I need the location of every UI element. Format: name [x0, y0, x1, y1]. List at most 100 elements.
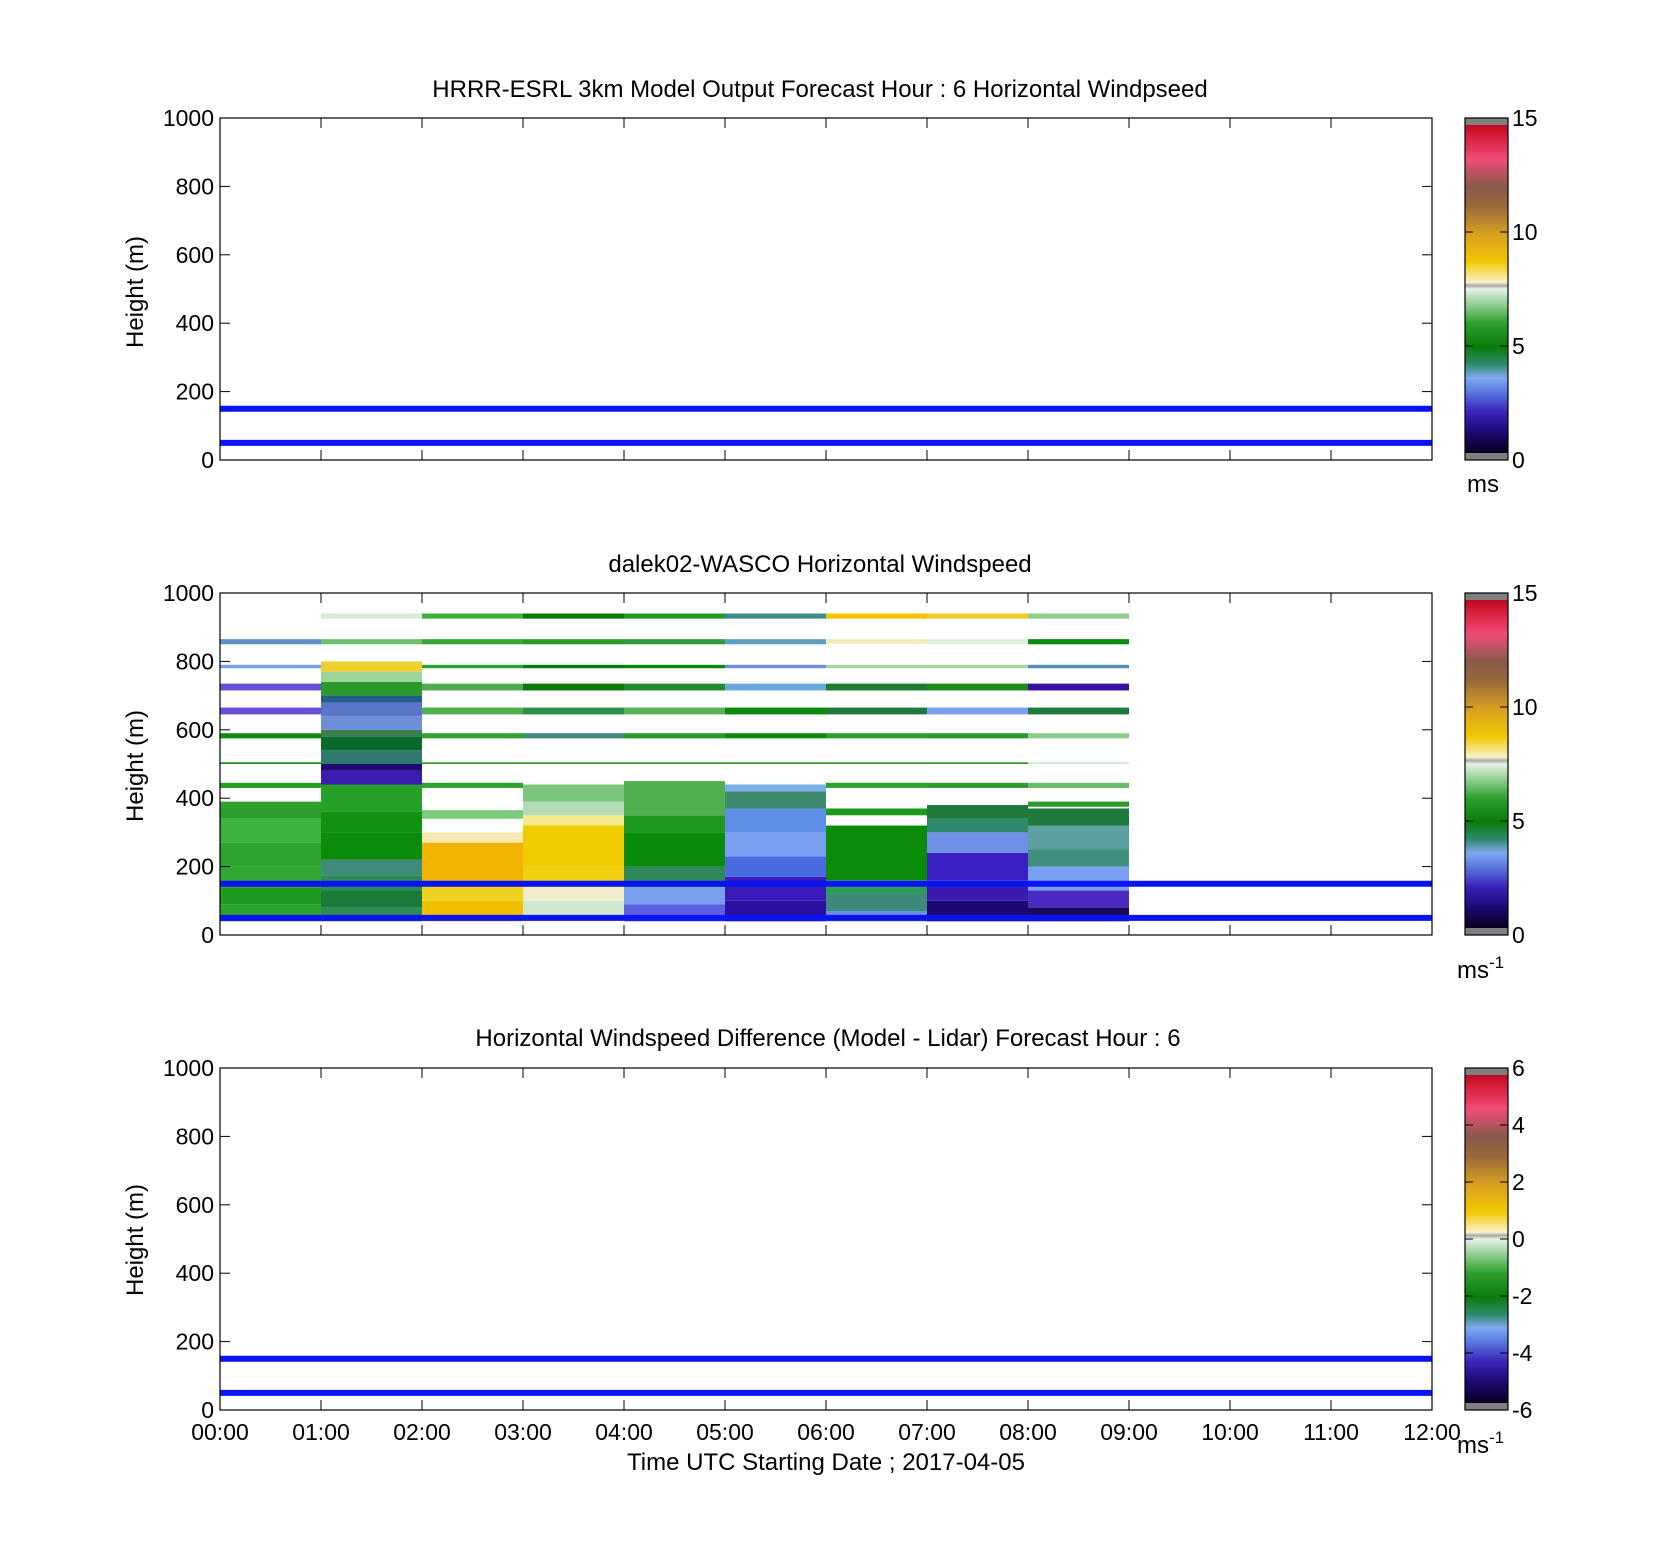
heatmap-cell — [422, 832, 523, 843]
panel-title: HRRR-ESRL 3km Model Output Forecast Hour… — [432, 76, 1207, 103]
heatmap-cell — [321, 702, 422, 717]
heatmap-cell — [927, 683, 1028, 691]
heatmap-cell — [523, 664, 624, 669]
y-axis-label: Height (m) — [122, 710, 149, 822]
heatmap-cell — [321, 736, 422, 751]
heatmap-cell — [523, 825, 624, 867]
x-axis-label: Time UTC Starting Date ; 2017-04-05 — [627, 1449, 1025, 1476]
heatmap-cell — [1028, 683, 1129, 691]
heatmap-cell — [826, 808, 927, 816]
x-tick-label: 05:00 — [696, 1419, 754, 1445]
heatmap-cell — [927, 805, 1028, 819]
colorbar-gradient — [1465, 593, 1508, 935]
heatmap-cell — [927, 782, 1028, 788]
heatmap-cell — [422, 733, 523, 739]
y-tick-label: 400 — [176, 785, 214, 811]
heatmap-cell — [321, 695, 422, 703]
heatmap-cell — [220, 818, 321, 843]
heatmap-cell — [523, 733, 624, 739]
heatmap-cell — [220, 842, 321, 867]
heatmap-cell — [321, 681, 422, 696]
heatmap-cell — [725, 784, 826, 792]
heatmap-cell — [826, 893, 927, 912]
panel-title: dalek02-WASCO Horizontal Windspeed — [608, 551, 1031, 578]
heatmap-cell — [422, 810, 523, 819]
heatmap-cell — [1028, 613, 1129, 619]
heatmap-cell — [523, 683, 624, 691]
plot-area: 0 200 400 600 800 1000 — [163, 105, 1433, 473]
y-tick-label: 800 — [176, 648, 214, 674]
heatmap-cell — [523, 784, 624, 802]
colorbar-tick-label: 15 — [1512, 580, 1538, 606]
heatmap-cell — [321, 716, 422, 730]
heatmap-cell — [321, 784, 422, 812]
x-tick-label: 01:00 — [292, 1419, 350, 1445]
y-tick-label: 0 — [201, 447, 214, 473]
heatmap-cell — [220, 782, 321, 788]
plot-area: 0 200 400 600 800 1000 — [163, 580, 1433, 948]
heatmap-cell — [1028, 808, 1129, 826]
heatmap-cell — [927, 707, 1028, 715]
heatmap-cell — [422, 887, 523, 901]
y-tick-label: 0 — [201, 1397, 214, 1423]
heatmap-cell — [826, 762, 927, 764]
heatmap-cell — [725, 613, 826, 619]
heatmap-cell — [321, 750, 422, 764]
x-tick-label: 12:00 — [1403, 1419, 1461, 1445]
heatmap-cell — [422, 842, 523, 888]
heatmap-cell — [624, 887, 725, 905]
colorbar-tick-label: -4 — [1512, 1340, 1533, 1366]
heatmap-cell — [220, 707, 321, 715]
colorbar-tick-label: 0 — [1512, 1226, 1525, 1252]
colorbar-tick-label: 2 — [1512, 1169, 1525, 1195]
heatmap-cell — [725, 876, 826, 901]
heatmap-cell — [725, 733, 826, 739]
heatmap-cell — [321, 890, 422, 908]
colorbar-unit: ms-1 — [1457, 1428, 1504, 1459]
heatmap-cell — [220, 664, 321, 669]
panel-title: Horizontal Windspeed Difference (Model -… — [475, 1025, 1180, 1052]
colorbar-tick-label: 0 — [1512, 922, 1525, 948]
heatmap-cell — [321, 770, 422, 785]
heatmap-cell — [826, 707, 927, 715]
plot-area: 0 200 400 600 800 1000 00:00 01:00 02:00 03:00 04:… — [163, 1055, 1461, 1445]
colorbar-tick-label: 0 — [1512, 447, 1525, 473]
y-axis-label: Height (m) — [122, 236, 149, 348]
heatmap-cell — [321, 832, 422, 860]
heatmap-cell — [523, 801, 624, 816]
colorbar: 0 5 10 15 — [1464, 105, 1538, 473]
y-tick-label: 200 — [176, 379, 214, 405]
heatmap-cell — [725, 664, 826, 669]
heatmap-cell — [927, 818, 1028, 833]
heatmap-cell — [220, 683, 321, 691]
colorbar-tick-label: 10 — [1512, 219, 1538, 245]
y-tick-label: 200 — [176, 1329, 214, 1355]
heatmap-cell — [725, 639, 826, 645]
colorbar-tick-label: -2 — [1512, 1283, 1532, 1309]
colorbar-gradient — [1465, 118, 1508, 460]
heatmap-cell — [220, 639, 321, 645]
heatmap-cell — [1028, 782, 1129, 788]
colorbar-tick-label: 10 — [1512, 694, 1538, 720]
heatmap-cell — [422, 707, 523, 715]
heatmap-cell — [422, 639, 523, 645]
heatmap-cell — [321, 764, 422, 771]
heatmap-cell — [523, 900, 624, 918]
heatmap-cell — [826, 639, 927, 645]
heatmap-cell — [1028, 890, 1129, 908]
heatmap-cell — [422, 762, 523, 764]
y-tick-label: 1000 — [163, 580, 214, 606]
heatmap-cell — [624, 832, 725, 867]
heatmap-cell — [1028, 801, 1129, 807]
heatmap-cell — [1028, 664, 1129, 669]
y-tick-label: 600 — [176, 242, 214, 268]
heatmap-cell — [1028, 825, 1129, 850]
heatmap-cell — [1028, 762, 1129, 764]
heatmap-cell — [927, 664, 1028, 669]
heatmap-cell — [725, 683, 826, 691]
heatmap-cell — [321, 661, 422, 672]
x-tick-label: 04:00 — [595, 1419, 653, 1445]
y-tick-label: 1000 — [163, 1055, 214, 1081]
heatmap-cell — [422, 613, 523, 619]
colorbar-unit: ms — [1467, 471, 1499, 498]
